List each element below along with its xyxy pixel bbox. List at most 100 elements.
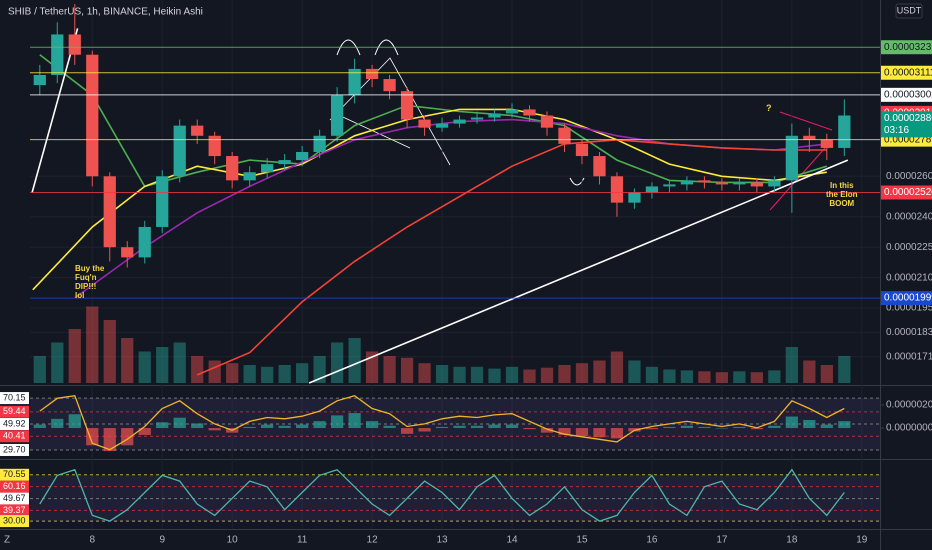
x-tick-label: 11 bbox=[297, 535, 308, 546]
volume-bar bbox=[226, 363, 239, 383]
histogram-bar bbox=[51, 418, 64, 429]
annotation: Buy the Fuq'n DIP!!! lol bbox=[75, 264, 105, 300]
volume-bar bbox=[470, 366, 484, 383]
level-label-box bbox=[0, 515, 29, 528]
level-label-box bbox=[0, 480, 29, 493]
volume-bar bbox=[488, 368, 501, 383]
candle-body bbox=[785, 135, 798, 181]
overlay-line bbox=[32, 108, 827, 291]
price-line-label-box bbox=[881, 40, 932, 55]
histogram-bar bbox=[733, 426, 746, 429]
histogram-bar bbox=[68, 414, 81, 429]
level-band bbox=[30, 474, 880, 522]
histogram-bar bbox=[505, 424, 519, 429]
candle-body bbox=[33, 74, 46, 86]
y2-tick-label: 0.00000000 bbox=[886, 423, 932, 434]
level-label: 40.41 bbox=[3, 431, 26, 441]
volume-bar bbox=[261, 366, 274, 383]
histogram-bar bbox=[313, 421, 326, 429]
price-line-label: 0.00003111 bbox=[884, 67, 932, 78]
candle-body bbox=[628, 192, 641, 203]
candle-body bbox=[243, 172, 256, 181]
pattern-arc bbox=[374, 39, 399, 56]
histogram-bar bbox=[383, 425, 396, 429]
volume-bar bbox=[698, 371, 711, 383]
histogram-bar bbox=[156, 422, 169, 429]
candle-body bbox=[663, 184, 676, 187]
x-tick-label: 9 bbox=[159, 535, 165, 546]
volume-bar bbox=[103, 320, 116, 383]
candle-body bbox=[365, 68, 379, 80]
histogram-bar bbox=[208, 428, 221, 431]
candle-body bbox=[226, 156, 239, 181]
histogram-bar bbox=[261, 424, 274, 429]
histogram-bar bbox=[348, 413, 361, 429]
histogram-bar bbox=[173, 417, 186, 429]
volume-bar bbox=[86, 306, 99, 383]
volume-bar bbox=[51, 342, 64, 383]
x-tick-label: 15 bbox=[576, 535, 588, 546]
volume-bar bbox=[768, 370, 781, 383]
volume-bar bbox=[540, 367, 554, 383]
volume-bar bbox=[313, 356, 326, 383]
histogram-bar bbox=[86, 428, 99, 446]
volume-bar bbox=[278, 365, 291, 383]
x-tick-label: 13 bbox=[436, 535, 448, 546]
candle-body bbox=[470, 117, 484, 120]
histogram-bar bbox=[400, 428, 414, 434]
candle-body bbox=[505, 109, 519, 114]
level-label: 70.15 bbox=[3, 392, 26, 402]
volume-bar bbox=[820, 365, 833, 383]
candle-body bbox=[610, 176, 624, 203]
candle-body bbox=[121, 247, 134, 258]
volume-bar bbox=[593, 360, 606, 383]
histogram-bar bbox=[540, 428, 554, 433]
histogram-bar bbox=[645, 428, 659, 430]
volume-bar bbox=[785, 347, 798, 383]
candle-body bbox=[558, 127, 571, 144]
candle-body bbox=[400, 91, 414, 120]
price-label-box bbox=[881, 111, 932, 138]
candle-body bbox=[593, 156, 606, 177]
histogram-bar bbox=[768, 425, 781, 429]
volume-bar bbox=[505, 366, 519, 383]
histogram-bar bbox=[296, 424, 309, 429]
annotation: In this the Elon BOOM bbox=[826, 181, 858, 208]
level-label-box bbox=[0, 405, 29, 418]
histogram-bar bbox=[488, 424, 501, 429]
candle-body bbox=[488, 113, 501, 118]
histogram-bar bbox=[838, 421, 851, 429]
histogram-bar bbox=[243, 426, 256, 429]
histogram-bar bbox=[418, 428, 431, 432]
candle-body bbox=[523, 109, 536, 116]
price-label-countdown: 03:16 bbox=[884, 125, 909, 136]
candle-body bbox=[51, 34, 64, 75]
candle-body bbox=[768, 180, 781, 187]
candle-body bbox=[680, 180, 694, 185]
candle-body bbox=[453, 119, 466, 124]
histogram-bar bbox=[365, 421, 379, 429]
level-label: 49.67 bbox=[3, 493, 26, 503]
candle-body bbox=[645, 186, 659, 193]
level-label: 60.16 bbox=[3, 481, 26, 491]
x-tick-label: 8 bbox=[89, 535, 95, 546]
pattern-arc bbox=[336, 39, 361, 56]
price-line-label: 0.00003237 bbox=[884, 42, 932, 53]
histogram-bar bbox=[785, 416, 798, 429]
x-tick-label: 12 bbox=[367, 535, 379, 546]
candle-body bbox=[418, 119, 431, 128]
histogram-bar bbox=[715, 428, 729, 429]
histogram-bar bbox=[103, 428, 116, 452]
volume-bar bbox=[453, 366, 466, 383]
histogram-bar bbox=[330, 415, 344, 429]
price-line-label-box bbox=[881, 65, 932, 80]
volume-bar bbox=[575, 363, 589, 383]
candle-body bbox=[313, 135, 326, 152]
volume-bar bbox=[173, 342, 186, 383]
